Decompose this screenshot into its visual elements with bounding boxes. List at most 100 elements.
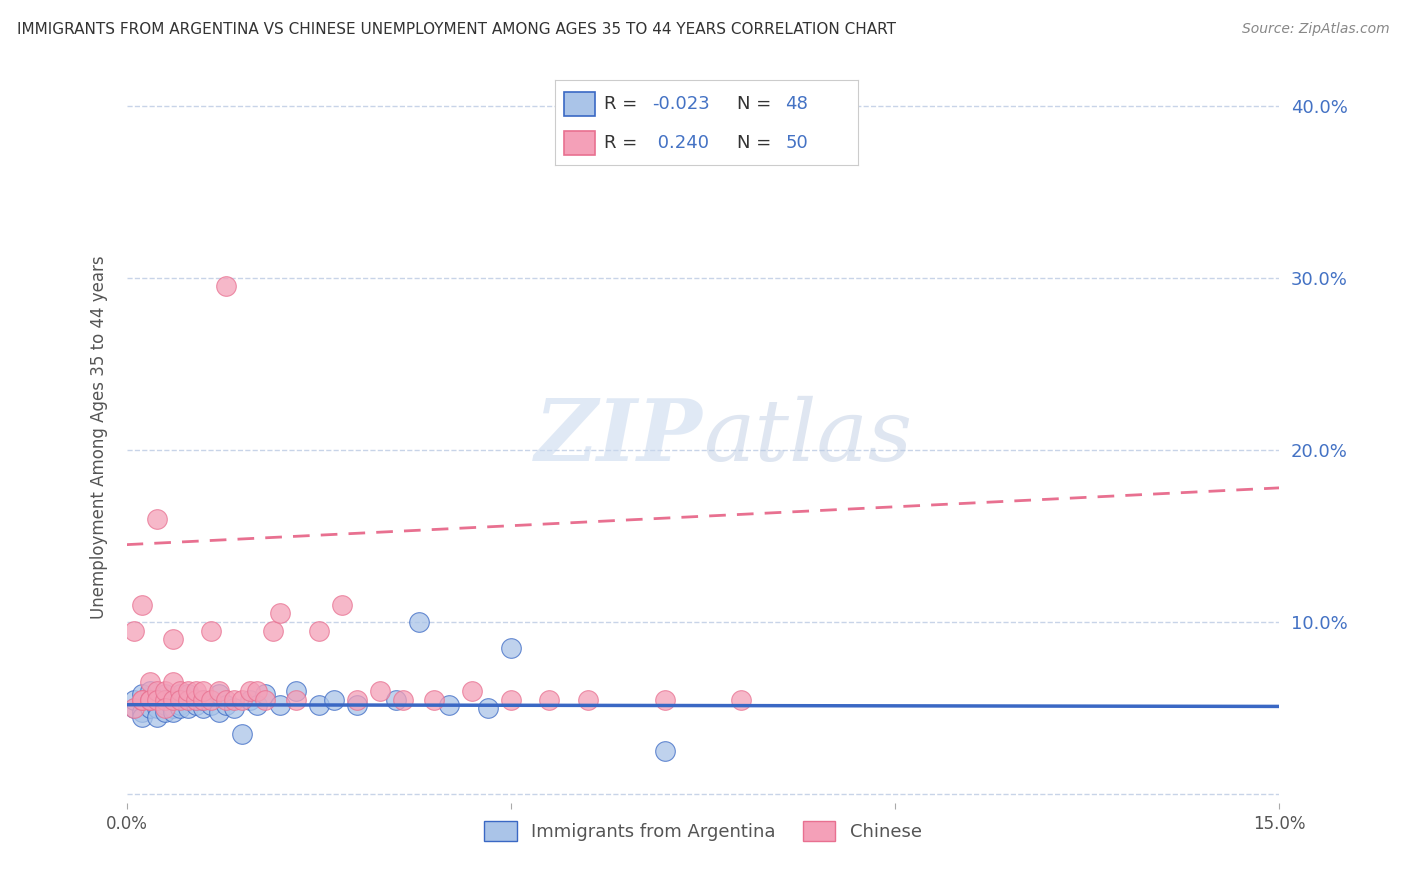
Point — [162, 692, 184, 706]
Point — [423, 692, 446, 706]
Point — [146, 692, 169, 706]
Point — [323, 692, 346, 706]
Point — [177, 692, 200, 706]
Point — [654, 692, 676, 706]
Point — [169, 684, 191, 698]
Point — [153, 692, 176, 706]
Point — [253, 687, 276, 701]
Point — [184, 692, 207, 706]
Point — [184, 698, 207, 712]
Point — [231, 727, 253, 741]
Text: IMMIGRANTS FROM ARGENTINA VS CHINESE UNEMPLOYMENT AMONG AGES 35 TO 44 YEARS CORR: IMMIGRANTS FROM ARGENTINA VS CHINESE UNE… — [17, 22, 896, 37]
Point — [346, 692, 368, 706]
Point — [384, 692, 406, 706]
Text: R =: R = — [603, 134, 637, 152]
Point — [238, 692, 260, 706]
Point — [138, 692, 160, 706]
Point — [215, 692, 238, 706]
Point — [208, 705, 231, 719]
Point — [169, 701, 191, 715]
Point — [138, 692, 160, 706]
Point — [146, 684, 169, 698]
Point — [153, 701, 176, 715]
Point — [439, 698, 461, 712]
Point — [122, 701, 145, 715]
Point — [200, 692, 222, 706]
Point — [146, 692, 169, 706]
Point — [193, 684, 215, 698]
Legend: Immigrants from Argentina, Chinese: Immigrants from Argentina, Chinese — [477, 814, 929, 848]
Point — [654, 744, 676, 758]
Point — [162, 705, 184, 719]
Point — [131, 598, 153, 612]
Point — [346, 698, 368, 712]
Point — [208, 687, 231, 701]
Point — [138, 684, 160, 698]
Point — [169, 687, 191, 701]
Point — [392, 692, 415, 706]
Point — [153, 705, 176, 719]
Point — [122, 624, 145, 638]
Point — [131, 692, 153, 706]
Point — [231, 692, 253, 706]
Point — [184, 692, 207, 706]
Text: N =: N = — [737, 134, 770, 152]
Point — [131, 692, 153, 706]
Point — [162, 675, 184, 690]
Point — [499, 692, 522, 706]
Point — [238, 684, 260, 698]
Point — [224, 701, 246, 715]
Point — [153, 684, 176, 698]
Point — [253, 692, 276, 706]
Text: 0.240: 0.240 — [652, 134, 709, 152]
Point — [153, 692, 176, 706]
Text: Source: ZipAtlas.com: Source: ZipAtlas.com — [1241, 22, 1389, 37]
Point — [224, 692, 246, 706]
Point — [138, 692, 160, 706]
Text: 48: 48 — [785, 95, 808, 113]
Point — [153, 687, 176, 701]
Point — [193, 692, 215, 706]
Point — [177, 684, 200, 698]
Point — [208, 684, 231, 698]
Point — [330, 598, 353, 612]
Point — [576, 692, 599, 706]
Point — [200, 698, 222, 712]
Point — [408, 615, 430, 629]
Point — [308, 624, 330, 638]
Point — [162, 701, 184, 715]
Point — [246, 698, 269, 712]
Point — [162, 632, 184, 647]
Point — [269, 607, 291, 621]
Point — [131, 705, 153, 719]
Point — [131, 710, 153, 724]
Point — [146, 701, 169, 715]
Text: R =: R = — [603, 95, 637, 113]
Point — [200, 624, 222, 638]
Text: N =: N = — [737, 95, 770, 113]
Point — [499, 640, 522, 655]
Point — [162, 692, 184, 706]
Point — [138, 701, 160, 715]
Point — [153, 698, 176, 712]
Text: ZIP: ZIP — [536, 395, 703, 479]
FancyBboxPatch shape — [564, 131, 595, 155]
Point — [169, 698, 191, 712]
Point — [177, 687, 200, 701]
Point — [461, 684, 484, 698]
Point — [215, 698, 238, 712]
Point — [193, 692, 215, 706]
Point — [308, 698, 330, 712]
Text: -0.023: -0.023 — [652, 95, 710, 113]
Point — [477, 701, 499, 715]
Point — [169, 692, 191, 706]
Point — [131, 687, 153, 701]
Point — [284, 684, 307, 698]
FancyBboxPatch shape — [564, 92, 595, 116]
Point — [122, 701, 145, 715]
Point — [368, 684, 391, 698]
Point — [284, 692, 307, 706]
Point — [538, 692, 561, 706]
Point — [177, 701, 200, 715]
Point — [138, 675, 160, 690]
